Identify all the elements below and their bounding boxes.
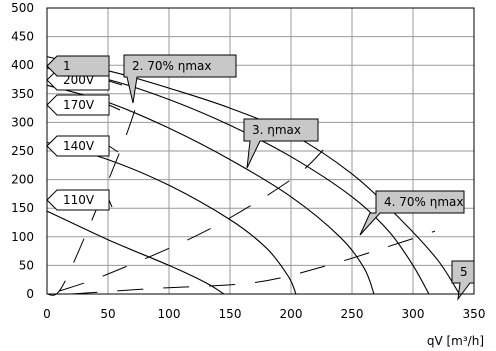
label-text-eff3: 3. ηmax — [252, 123, 301, 137]
y-tick-500: 500 — [11, 1, 34, 15]
grid-lines — [46, 7, 475, 295]
y-tick-200: 200 — [11, 173, 34, 187]
x-tick-100: 100 — [158, 307, 181, 321]
label-5: 5 — [451, 260, 475, 301]
curve-110v — [46, 210, 225, 295]
x-tick-250: 250 — [341, 307, 364, 321]
leader-200v — [108, 80, 123, 86]
curve-170v — [46, 84, 375, 295]
leader-170v — [108, 104, 121, 111]
plot-frame — [46, 7, 475, 295]
label-leader-lines — [108, 80, 123, 208]
label-text-eff2: 2. 70% ηmax — [132, 59, 212, 73]
label-eff3: 3. ηmax — [243, 118, 319, 169]
curve-200v — [46, 67, 430, 295]
curve-140v — [46, 141, 297, 295]
label-box-eff3 — [243, 118, 319, 169]
y-tick-50: 50 — [19, 258, 34, 272]
label-box-eff4 — [359, 190, 465, 236]
efficiency-line-2 — [46, 99, 139, 296]
label-text-170v: 170V — [63, 98, 95, 112]
label-box-170v — [46, 94, 110, 116]
label-box-140v — [46, 135, 110, 157]
y-tick-450: 450 — [11, 30, 34, 44]
curve-1 — [46, 56, 460, 295]
y-tick-250: 250 — [11, 144, 34, 158]
label-box-110v — [46, 189, 110, 211]
label-text-110v: 110V — [63, 193, 95, 207]
label-140v: 140V — [46, 135, 110, 157]
x-tick-200: 200 — [280, 307, 303, 321]
x-tick-350: 350 — [463, 307, 486, 321]
efficiency-line-3 — [59, 144, 328, 292]
x-tick-0: 0 — [43, 307, 51, 321]
y-tick-400: 400 — [11, 58, 34, 72]
y-tick-0: 0 — [26, 287, 34, 301]
label-text-eff4: 4. 70% ηmax — [384, 195, 464, 209]
x-tick-labels: 0 50 100 150 200 250 300 350 — [43, 307, 485, 321]
label-110v: 110V — [46, 189, 110, 211]
y-tick-350: 350 — [11, 87, 34, 101]
x-axis-label: qV [m³/h] — [427, 334, 484, 348]
y-tick-150: 150 — [11, 201, 34, 215]
leader-140v — [108, 145, 119, 153]
label-box-eff2 — [123, 54, 237, 104]
efficiency-line-4 — [71, 230, 436, 295]
x-tick-300: 300 — [402, 307, 425, 321]
y-tick-100: 100 — [11, 230, 34, 244]
y-tick-300: 300 — [11, 115, 34, 129]
label-text-140v: 140V — [63, 139, 95, 153]
label-eff2: 2. 70% ηmax — [123, 54, 237, 104]
label-text-1: 1 — [63, 59, 71, 73]
label-170v: 170V — [46, 94, 110, 116]
label-box-1 — [46, 55, 110, 77]
label-1: 1 — [46, 55, 110, 77]
performance-curves — [46, 56, 460, 295]
x-tick-150: 150 — [219, 307, 242, 321]
label-eff4: 4. 70% ηmax — [359, 190, 465, 236]
y-tick-labels: 0 50 100 150 200 250 300 350 400 450 500 — [11, 1, 34, 301]
x-tick-50: 50 — [100, 307, 115, 321]
efficiency-lines — [46, 99, 436, 296]
label-text-5: 5 — [460, 265, 468, 279]
